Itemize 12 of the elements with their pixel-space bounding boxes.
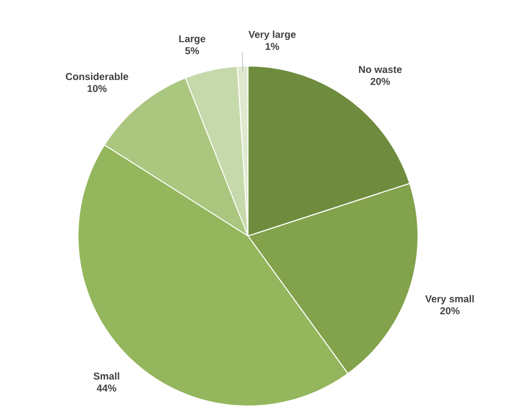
data-label: 20% xyxy=(440,307,460,314)
data-label: 1% xyxy=(266,42,280,50)
data-label: 10% xyxy=(88,84,107,92)
slice-label: Considerable xyxy=(66,72,128,80)
slice-label: Very small xyxy=(425,295,474,304)
data-label: 44% xyxy=(96,384,116,392)
slice-label: Very large xyxy=(248,30,296,40)
slice-label: Large xyxy=(179,35,206,44)
slice-label: Small xyxy=(94,372,120,380)
data-label: 20% xyxy=(370,78,390,85)
data-label: 5% xyxy=(185,47,200,54)
slice-label: No waste xyxy=(359,66,402,73)
